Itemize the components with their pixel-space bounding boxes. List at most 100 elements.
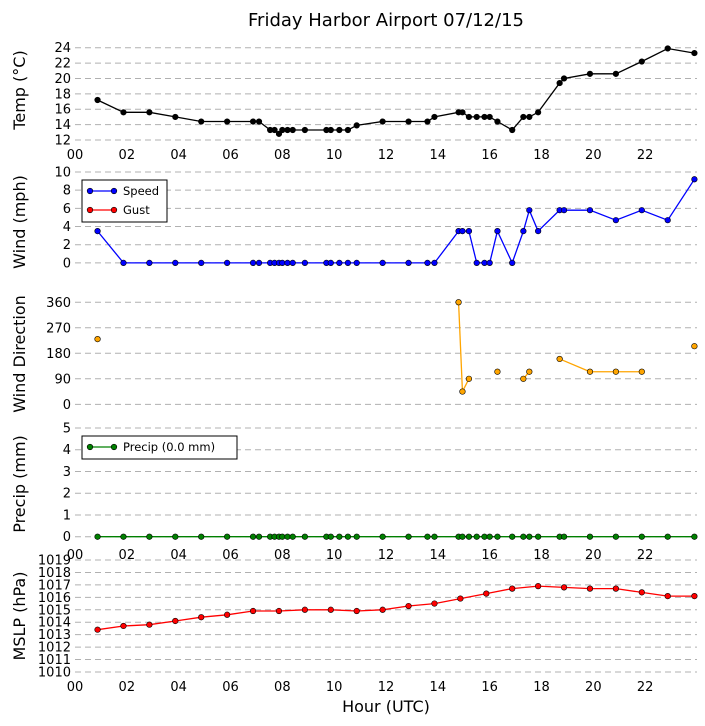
data-point-wind-0-3 <box>172 259 179 267</box>
data-point-temp-0-29 <box>486 113 493 121</box>
data-point-precip-0-34 <box>535 533 542 540</box>
x-tick-label-temp-3: 06 <box>222 148 239 163</box>
legend-marker-precip-0-a <box>86 443 94 451</box>
data-point-wind-0-27 <box>473 259 480 267</box>
y-tick-label-precip-3: 3 <box>63 465 71 480</box>
data-point-precip-0-0 <box>94 533 101 540</box>
data-point-temp-0-30 <box>494 118 501 125</box>
data-point-wind-0-20 <box>379 259 386 267</box>
y-tick-label-mslp-0: 1010 <box>38 666 71 681</box>
data-point-direction-0-7 <box>556 355 563 363</box>
data-point-precip-0-14 <box>301 533 308 540</box>
panel-mslp: 1010101110121013101410151016101710181019… <box>10 554 698 695</box>
data-point-temp-0-32 <box>520 113 527 121</box>
y-tick-label-mslp-2: 1012 <box>38 641 71 656</box>
y-tick-label-precip-1: 1 <box>63 508 71 523</box>
data-point-temp-0-21 <box>405 118 412 125</box>
x-tick-label-mslp-5: 10 <box>326 680 343 695</box>
legend-label-precip-0: Precip (0.0 mm) <box>123 440 215 454</box>
data-point-precip-0-20 <box>379 533 386 540</box>
data-point-wind-0-33 <box>526 207 533 214</box>
x-tick-label-mslp-3: 06 <box>222 680 239 695</box>
y-tick-label-mslp-9: 1019 <box>38 554 71 569</box>
y-tick-label-temp-4: 20 <box>54 72 71 87</box>
data-point-precip-0-33 <box>526 533 533 540</box>
data-point-direction-0-8 <box>586 368 594 375</box>
data-point-temp-0-5 <box>224 118 231 125</box>
x-tick-label-mslp-8: 16 <box>481 680 498 695</box>
x-tick-label-mslp-0: 00 <box>67 680 84 695</box>
data-point-precip-0-13 <box>289 533 296 540</box>
data-point-precip-0-29 <box>486 533 493 540</box>
y-tick-label-direction-0: 0 <box>63 398 71 413</box>
data-point-temp-0-20 <box>379 118 386 125</box>
data-point-mslp-0-20 <box>612 585 619 592</box>
data-point-temp-0-34 <box>535 109 542 116</box>
x-tick-label-temp-10: 20 <box>585 148 602 163</box>
x-tick-label-mslp-2: 04 <box>170 680 187 695</box>
data-point-mslp-0-6 <box>249 607 257 615</box>
y-axis-label-wind: Wind (mph) <box>10 175 29 269</box>
data-point-wind-0-2 <box>146 259 153 267</box>
y-tick-label-wind-1: 2 <box>63 238 71 253</box>
data-point-temp-0-18 <box>344 126 352 134</box>
data-point-mslp-0-16 <box>509 585 516 592</box>
x-tick-label-mslp-10: 20 <box>585 680 602 695</box>
y-tick-label-temp-5: 22 <box>54 57 71 72</box>
y-tick-label-wind-4: 8 <box>63 184 71 199</box>
x-tick-label-temp-6: 12 <box>378 148 395 163</box>
x-tick-label-precip-5: 10 <box>326 548 343 563</box>
x-tick-label-precip-7: 14 <box>430 548 447 563</box>
y-axis-label-mslp: MSLP (hPa) <box>10 572 29 661</box>
data-point-precip-0-4 <box>198 533 205 540</box>
series-line-wind-0 <box>96 178 695 265</box>
data-point-mslp-0-3 <box>172 617 179 625</box>
series-line-temp-0 <box>97 47 695 135</box>
panel-wind: 0 2 4 6 8 10 Wind (mph) Speed Gust <box>10 166 698 271</box>
data-point-temp-0-35 <box>556 79 563 87</box>
data-point-precip-0-7 <box>255 533 263 540</box>
x-tick-label-temp-7: 14 <box>430 148 447 163</box>
data-point-mslp-0-12 <box>405 602 412 610</box>
panel-direction: 0 90 180 270 360 Wind Direction <box>10 295 698 413</box>
data-point-precip-0-21 <box>405 533 412 540</box>
x-tick-label-precip-3: 06 <box>222 548 239 563</box>
y-tick-label-precip-2: 2 <box>63 487 71 502</box>
data-point-temp-0-41 <box>691 49 698 57</box>
y-tick-label-direction-4: 360 <box>46 296 71 311</box>
x-tick-label-temp-5: 10 <box>326 148 343 163</box>
x-tick-label-precip-0: 00 <box>67 548 84 563</box>
data-point-precip-0-31 <box>509 533 516 540</box>
x-tick-label-temp-2: 04 <box>170 148 187 163</box>
legend-precip: Precip (0.0 mm) <box>81 435 238 460</box>
y-axis-label-temp: Temp (°C) <box>10 50 29 130</box>
x-tick-label-mslp-9: 18 <box>533 680 550 695</box>
data-point-temp-0-1 <box>120 109 127 116</box>
data-point-direction-0-10 <box>638 368 645 375</box>
data-point-precip-0-22 <box>424 533 431 540</box>
data-point-temp-0-12 <box>284 126 291 134</box>
data-point-temp-0-14 <box>301 126 308 134</box>
data-point-temp-0-26 <box>465 113 473 121</box>
y-tick-label-wind-5: 10 <box>54 166 71 181</box>
x-tick-label-temp-11: 22 <box>637 148 654 163</box>
data-point-temp-0-11 <box>279 126 286 134</box>
legend-marker-wind-0-a <box>86 187 94 195</box>
data-point-wind-0-1 <box>120 259 127 267</box>
legend-label-wind-0: Speed <box>123 184 159 198</box>
data-point-wind-0-21 <box>405 259 412 267</box>
data-point-mslp-0-22 <box>664 592 671 600</box>
legend-wind: Speed Gust <box>81 179 168 223</box>
data-point-wind-0-11 <box>279 259 286 267</box>
y-tick-label-wind-3: 6 <box>63 202 71 217</box>
data-point-precip-0-12 <box>284 533 291 540</box>
x-axis-label: Hour (UTC) <box>342 697 430 716</box>
data-point-wind-0-36 <box>560 207 568 214</box>
y-tick-label-mslp-4: 1014 <box>38 616 71 631</box>
y-tick-label-mslp-6: 1016 <box>38 591 71 606</box>
data-point-mslp-0-9 <box>327 606 334 613</box>
data-point-temp-0-33 <box>526 113 533 121</box>
y-tick-label-direction-1: 90 <box>54 372 71 387</box>
